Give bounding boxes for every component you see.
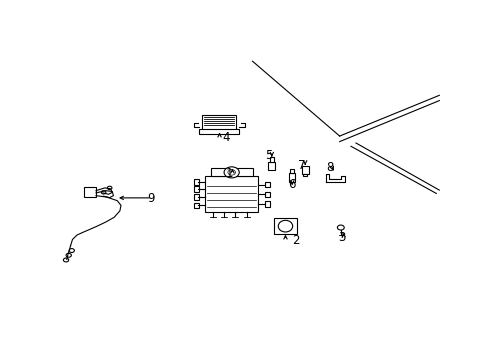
Circle shape — [107, 186, 112, 190]
FancyBboxPatch shape — [84, 186, 96, 197]
Circle shape — [224, 167, 239, 178]
Circle shape — [63, 258, 68, 262]
FancyBboxPatch shape — [199, 129, 239, 134]
FancyBboxPatch shape — [264, 201, 270, 207]
FancyBboxPatch shape — [274, 218, 296, 234]
FancyBboxPatch shape — [289, 169, 294, 174]
FancyBboxPatch shape — [202, 115, 236, 130]
Text: 7: 7 — [297, 159, 305, 172]
Text: 4: 4 — [222, 131, 229, 144]
FancyBboxPatch shape — [269, 157, 274, 162]
Text: 9: 9 — [147, 192, 155, 205]
FancyBboxPatch shape — [193, 194, 199, 200]
FancyBboxPatch shape — [268, 162, 275, 170]
Text: 2: 2 — [292, 234, 299, 247]
Text: 3: 3 — [337, 231, 345, 244]
Circle shape — [337, 225, 344, 230]
Text: 5: 5 — [264, 149, 272, 162]
Text: 8: 8 — [326, 161, 333, 175]
Circle shape — [69, 249, 74, 252]
FancyBboxPatch shape — [193, 203, 199, 208]
FancyBboxPatch shape — [264, 192, 270, 197]
FancyBboxPatch shape — [301, 166, 308, 174]
Circle shape — [227, 170, 235, 175]
Circle shape — [66, 253, 71, 257]
FancyBboxPatch shape — [193, 179, 199, 185]
Text: 1: 1 — [225, 167, 233, 180]
Ellipse shape — [278, 220, 292, 232]
FancyBboxPatch shape — [302, 174, 307, 176]
Circle shape — [101, 191, 105, 194]
FancyBboxPatch shape — [264, 182, 270, 187]
FancyBboxPatch shape — [210, 168, 252, 176]
Text: 6: 6 — [288, 178, 295, 191]
FancyBboxPatch shape — [288, 174, 295, 182]
FancyBboxPatch shape — [205, 176, 258, 212]
FancyBboxPatch shape — [193, 186, 199, 192]
